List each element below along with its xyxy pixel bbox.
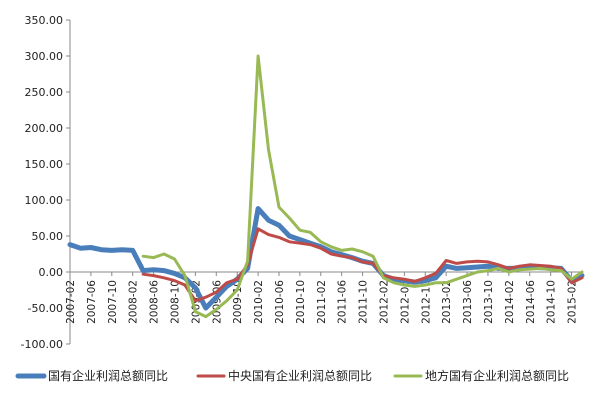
- x-tick-label: 2010-02: [253, 280, 265, 324]
- axes: 350.00 300.00 250.00 200.00 150.00 100.00 50.0…: [21, 14, 582, 351]
- y-tick-label: 50.00: [32, 230, 64, 243]
- y-tick-label: 0.00: [39, 266, 64, 279]
- y-tick-label: 100.00: [25, 194, 64, 207]
- x-tick-label: 2008-02: [128, 280, 140, 324]
- x-tick-label: 2012-02: [378, 280, 390, 324]
- y-tick-label: -100.00: [21, 338, 63, 351]
- x-tick-label: 2011-10: [358, 280, 370, 324]
- x-tick-label: 2008-06: [149, 280, 161, 324]
- x-tick-label: 2012-06: [399, 280, 411, 324]
- x-tick-label: 2007-06: [86, 280, 98, 324]
- x-tick-label: 2015-02: [567, 280, 579, 324]
- legend: 国有企业利润总额同比 中央国有企业利润总额同比 地方国有企业利润总额同比: [15, 368, 569, 383]
- x-tick-label: 2014-02: [504, 280, 516, 324]
- y-tick-label: 300.00: [25, 50, 64, 63]
- x-tick-label: 2007-02: [65, 280, 77, 324]
- x-tick-label: 2013-02: [441, 280, 453, 324]
- x-tick-label: 2008-10: [169, 280, 181, 324]
- x-tick-label: 2013-10: [483, 280, 495, 324]
- y-tick-label: 150.00: [25, 158, 64, 171]
- x-tick-label: 2012-10: [420, 280, 432, 324]
- x-tick-label: 2014-10: [546, 280, 558, 324]
- y-tick-label: 200.00: [25, 122, 64, 135]
- legend-label: 地方国有企业利润总额同比: [425, 368, 569, 383]
- series-layer: [67, 54, 585, 319]
- x-tick-label: 2014-06: [525, 280, 537, 324]
- y-tick-label: -50.00: [28, 302, 63, 315]
- x-tick-label: 2011-02: [316, 280, 328, 324]
- y-tick-label: 250.00: [25, 86, 64, 99]
- y-tick-label: 350.00: [25, 14, 64, 27]
- x-tick-label: 2010-10: [295, 280, 307, 324]
- x-tick-label: 2007-10: [107, 280, 119, 324]
- x-tick-label: 2011-06: [337, 280, 349, 324]
- x-tick-label: 2010-06: [274, 280, 286, 324]
- legend-label: 中央国有企业利润总额同比: [228, 368, 372, 383]
- series-line: [141, 227, 584, 303]
- legend-label: 国有企业利润总额同比: [48, 368, 168, 383]
- series-line: [141, 54, 584, 319]
- x-tick-label: 2013-06: [462, 280, 474, 324]
